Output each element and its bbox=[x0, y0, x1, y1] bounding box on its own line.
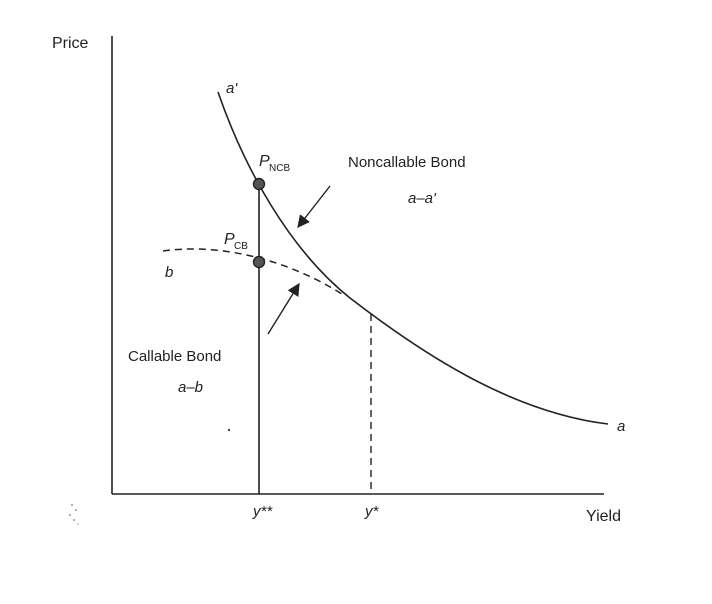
curve-label-b: b bbox=[165, 264, 173, 281]
p-cb-subscript: CB bbox=[234, 241, 248, 252]
callable-bond-curve bbox=[162, 248, 346, 297]
scan-smudge bbox=[69, 504, 79, 525]
p-cb-point bbox=[252, 255, 266, 269]
noncallable-arrow bbox=[297, 185, 331, 228]
x-axis-label: Yield bbox=[586, 508, 621, 525]
p-ncb-point bbox=[252, 177, 266, 191]
curve-label-a-prime: a' bbox=[226, 80, 238, 97]
p-ncb-subscript: NCB bbox=[269, 163, 290, 174]
p-cb-label: P bbox=[224, 231, 235, 248]
noncallable-range: a–a' bbox=[408, 190, 437, 207]
curve-label-a: a bbox=[617, 418, 625, 435]
y-axis-label: Price bbox=[52, 35, 89, 52]
scan-speck bbox=[227, 428, 231, 432]
tick-y-double-star: y** bbox=[252, 503, 273, 520]
callable-title: Callable Bond bbox=[128, 348, 221, 365]
p-ncb-label: P bbox=[259, 153, 270, 170]
callable-range: a–b bbox=[178, 379, 203, 396]
p-ncb-main: P bbox=[259, 153, 270, 170]
noncallable-title: Noncallable Bond bbox=[348, 154, 466, 171]
tick-y-star: y* bbox=[364, 503, 380, 520]
noncallable-bond-curve bbox=[217, 91, 609, 425]
callable-arrow bbox=[267, 282, 300, 335]
p-cb-main: P bbox=[224, 231, 235, 248]
